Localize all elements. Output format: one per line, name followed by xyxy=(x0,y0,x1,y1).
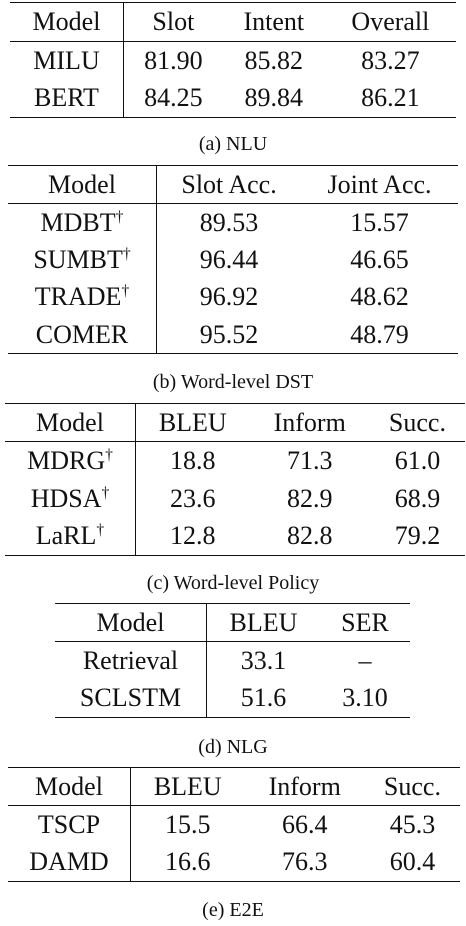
value-cell: 83.27 xyxy=(361,45,420,75)
table-row: MDBT† 89.53 15.57 xyxy=(8,203,458,241)
value-cell: – xyxy=(358,645,372,675)
value-cell: 18.8 xyxy=(170,445,216,475)
dst-caption: (b) Word-level DST xyxy=(152,371,314,393)
nlu-table: Model Slot Intent Overall MILU 81.90 85.… xyxy=(10,2,456,118)
model-cell: COMER xyxy=(8,316,157,354)
model-cell: SUMBT† xyxy=(8,241,157,279)
value-cell: 66.4 xyxy=(281,809,328,839)
model-cell: SCLSTM xyxy=(55,679,207,718)
policy-header-bleu: BLEU xyxy=(135,403,250,442)
nlg-header-ser: SER xyxy=(320,603,410,642)
e2e-header-inform: Inform xyxy=(244,767,365,806)
value-cell: 60.4 xyxy=(389,847,436,877)
value-cell: 95.52 xyxy=(199,319,259,349)
value-cell: 33.1 xyxy=(240,645,287,675)
table-row: HDSA† 23.6 82.9 68.9 xyxy=(5,479,465,518)
value-cell: 71.3 xyxy=(286,445,333,475)
model-cell: TRADE† xyxy=(8,278,157,316)
value-cell: 23.6 xyxy=(170,483,216,513)
table-row: MDRG† 18.8 71.3 61.0 xyxy=(5,441,465,480)
nlg-header-row: Model BLEU SER xyxy=(55,603,410,642)
nlu-header-overall: Overall xyxy=(324,2,456,42)
value-cell: 76.3 xyxy=(281,847,328,877)
e2e-header-model: Model xyxy=(8,767,131,806)
dst-table: Model Slot Acc. Joint Acc. MDBT† 89.53 1… xyxy=(8,165,458,354)
model-cell: MILU xyxy=(10,41,124,80)
table-row: SCLSTM 51.6 3.10 xyxy=(55,679,410,718)
value-cell: 89.53 xyxy=(199,207,259,237)
policy-caption: (c) Word-level Policy xyxy=(146,572,320,594)
table-row: TRADE† 96.92 48.62 xyxy=(8,278,458,316)
value-cell: 82.8 xyxy=(286,521,333,551)
value-cell: 15.57 xyxy=(350,207,409,237)
model-cell: MDRG† xyxy=(5,441,136,480)
value-cell: 85.82 xyxy=(244,45,304,75)
value-cell: 46.65 xyxy=(350,244,409,274)
table-row: BERT 84.25 89.84 86.21 xyxy=(10,79,456,118)
dst-header-slot-acc: Slot Acc. xyxy=(156,165,302,204)
table-row: COMER 95.52 48.79 xyxy=(8,316,458,354)
value-cell: 68.9 xyxy=(394,483,441,513)
e2e-caption: (e) E2E xyxy=(202,899,264,921)
value-cell: 86.21 xyxy=(361,83,420,113)
value-cell: 61.0 xyxy=(394,445,441,475)
table-row: SUMBT† 96.44 46.65 xyxy=(8,241,458,279)
table-row: LaRL† 12.8 82.8 79.2 xyxy=(5,517,465,556)
model-cell: LaRL† xyxy=(5,517,136,556)
value-cell: 84.25 xyxy=(144,83,203,113)
policy-header-inform: Inform xyxy=(249,403,370,442)
value-cell: 12.8 xyxy=(170,521,216,551)
nlu-caption: (a) NLU xyxy=(198,133,268,155)
e2e-header-row: Model BLEU Inform Succ. xyxy=(8,767,460,806)
policy-table: Model BLEU Inform Succ. MDRG† 18.8 71.3 … xyxy=(5,403,465,556)
model-cell: DAMD xyxy=(8,843,131,882)
value-cell: 81.90 xyxy=(144,45,203,75)
table-row: Retrieval 33.1 – xyxy=(55,641,410,680)
e2e-header-bleu: BLEU xyxy=(130,767,245,806)
policy-header-succ: Succ. xyxy=(369,403,465,442)
nlu-header-row: Model Slot Intent Overall xyxy=(10,2,456,42)
table-row: MILU 81.90 85.82 83.27 xyxy=(10,41,456,80)
value-cell: 51.6 xyxy=(240,683,287,713)
nlg-table: Model BLEU SER Retrieval 33.1 – SCLSTM 5… xyxy=(55,603,410,718)
policy-header-model: Model xyxy=(5,403,136,442)
nlg-header-model: Model xyxy=(55,603,207,642)
nlu-header-slot: Slot xyxy=(123,2,223,42)
nlg-caption: (d) NLG xyxy=(198,736,268,758)
dst-header-row: Model Slot Acc. Joint Acc. xyxy=(8,165,458,204)
value-cell: 48.62 xyxy=(350,282,409,312)
value-cell: 79.2 xyxy=(394,521,441,551)
value-cell: 89.84 xyxy=(244,83,304,113)
value-cell: 45.3 xyxy=(389,809,436,839)
value-cell: 15.5 xyxy=(165,809,211,839)
value-cell: 96.92 xyxy=(199,282,259,312)
e2e-header-succ: Succ. xyxy=(364,767,460,806)
value-cell: 16.6 xyxy=(165,847,211,877)
model-cell: Retrieval xyxy=(55,641,207,680)
value-cell: 48.79 xyxy=(350,319,409,349)
value-cell: 96.44 xyxy=(199,244,259,274)
model-cell: TSCP xyxy=(8,805,131,844)
table-row: DAMD 16.6 76.3 60.4 xyxy=(8,843,460,882)
dst-header-joint-acc: Joint Acc. xyxy=(301,165,458,204)
nlu-header-model: Model xyxy=(10,2,124,42)
policy-header-row: Model BLEU Inform Succ. xyxy=(5,403,465,442)
e2e-table: Model BLEU Inform Succ. TSCP 15.5 66.4 4… xyxy=(8,767,460,882)
value-cell: 3.10 xyxy=(342,683,388,713)
model-cell: BERT xyxy=(10,79,124,118)
value-cell: 82.9 xyxy=(286,483,333,513)
nlu-header-intent: Intent xyxy=(222,2,325,42)
model-cell: HDSA† xyxy=(5,479,136,518)
model-cell: MDBT† xyxy=(8,203,157,241)
table-row: TSCP 15.5 66.4 45.3 xyxy=(8,805,460,844)
nlg-header-bleu: BLEU xyxy=(206,603,320,642)
dst-header-model: Model xyxy=(8,165,157,204)
